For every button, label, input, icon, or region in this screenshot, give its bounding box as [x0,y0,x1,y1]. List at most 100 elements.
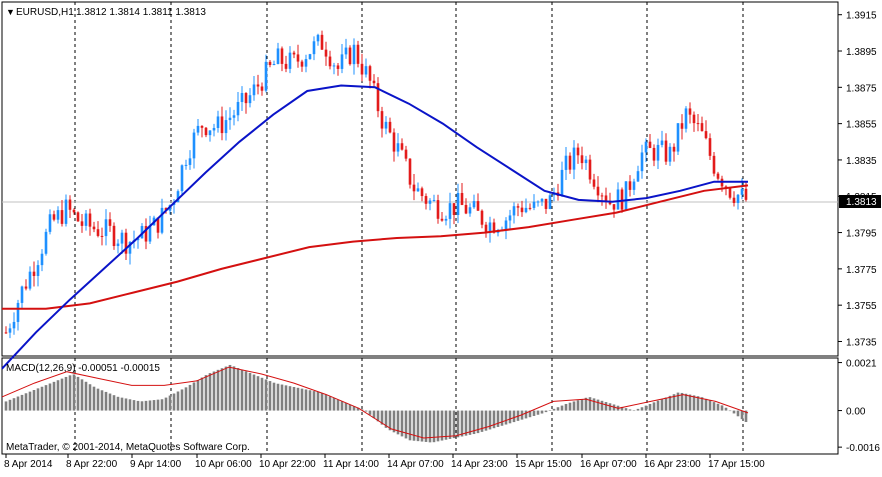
candle-body [200,125,204,128]
macd-bar [624,408,628,411]
macd-bar [304,389,308,411]
candle-body [180,165,184,192]
candle-body [396,143,400,152]
macd-bar [388,410,392,431]
macd-bar [112,395,116,411]
macd-bar [216,369,220,411]
time-tick-label: 8 Apr 2014 [4,459,53,470]
candle-body [424,196,428,204]
candle-body [656,144,660,161]
macd-bar [572,401,576,411]
macd-bar [716,403,720,411]
macd-bar [488,410,492,430]
time-axis: 8 Apr 2014 8 Apr 22:00 9 Apr 14:00 10 Apr 0… [4,454,765,470]
candle-body [472,201,476,208]
macd-bar [276,383,280,411]
macd-bar [708,400,712,411]
candle-body [28,271,32,289]
candle-body [696,123,700,125]
candle-body [372,80,376,84]
candle-body [516,206,520,208]
macd-bar [72,374,76,411]
candles [4,30,748,339]
candle-body [36,265,40,276]
macd-bar [268,381,272,411]
time-tick-label: 11 Apr 14:00 [323,459,379,470]
candle-body [704,131,708,139]
macd-bar [272,382,276,411]
macd-bar [68,375,72,411]
candle-body [196,125,200,133]
candle-body [596,186,600,196]
macd-bar [316,391,320,411]
copyright-text: MetaTrader, © 2001-2014, MetaQuotes Soft… [6,442,250,453]
macd-bar [116,396,120,411]
time-tick-label: 9 Apr 14:00 [130,459,182,470]
candle-body [544,198,548,209]
candle-body [380,111,384,129]
candle-body [536,201,540,203]
macd-bar [352,406,356,411]
candle-body [68,199,72,210]
time-tick-label: 8 Apr 22:00 [66,459,118,470]
candle-body [684,108,688,129]
candle-body [128,241,132,254]
candle-body [208,130,212,136]
macd-bar [356,407,360,411]
macd-bar [192,382,196,411]
candle-body [484,224,488,233]
macd-bar [648,403,652,411]
macd-bar [436,410,440,442]
macd-bar [148,400,152,411]
price-panel-frame [1,1,839,357]
candle-body [408,158,412,185]
time-tick-label: 10 Apr 22:00 [259,459,316,470]
time-tick-label: 14 Apr 07:00 [387,459,444,470]
candle-body [40,253,44,266]
macd-bar [480,410,484,432]
macd-bar [16,396,20,411]
candle-body [668,146,672,162]
candle-body [616,189,620,210]
ma-fast-line [1,84,748,370]
macd-bar [212,371,216,411]
macd-bar [136,400,140,411]
macd-bar [644,405,648,411]
macd-tick-label: -0.0016 [846,443,880,454]
candle-body [524,207,528,213]
candle-body [592,179,596,187]
candle-body [284,63,288,69]
macd-bar [464,410,468,436]
candle-body [244,92,248,104]
candle-body [256,84,260,87]
macd-bar [540,410,544,414]
macd-bar [452,410,456,439]
candle-body [56,210,60,220]
candle-body [664,140,668,162]
macd-bar [84,381,88,411]
candle-body [508,215,512,221]
candle-body [140,226,144,239]
macd-bar [236,368,240,411]
candle-body [504,220,508,231]
candle-body [652,147,656,161]
macd-bar [532,410,536,416]
candle-body [264,61,268,91]
candle-body [288,52,292,69]
quote-values: 1.3812 1.3814 1.3811 1.3813 [76,7,206,18]
time-tick-label: 17 Apr 15:00 [708,459,765,470]
macd-bar [712,402,716,411]
candle-body [480,210,484,225]
macd-bar [720,405,724,411]
candle-body [52,214,56,220]
macd-bar [164,397,168,411]
time-tick-label: 14 Apr 23:00 [451,459,508,470]
candle-body [420,188,424,197]
macd-bar [96,388,100,411]
macd-bar [536,410,540,415]
candle-body [712,155,716,174]
macd-bar [280,384,284,411]
candle-body [252,84,256,96]
